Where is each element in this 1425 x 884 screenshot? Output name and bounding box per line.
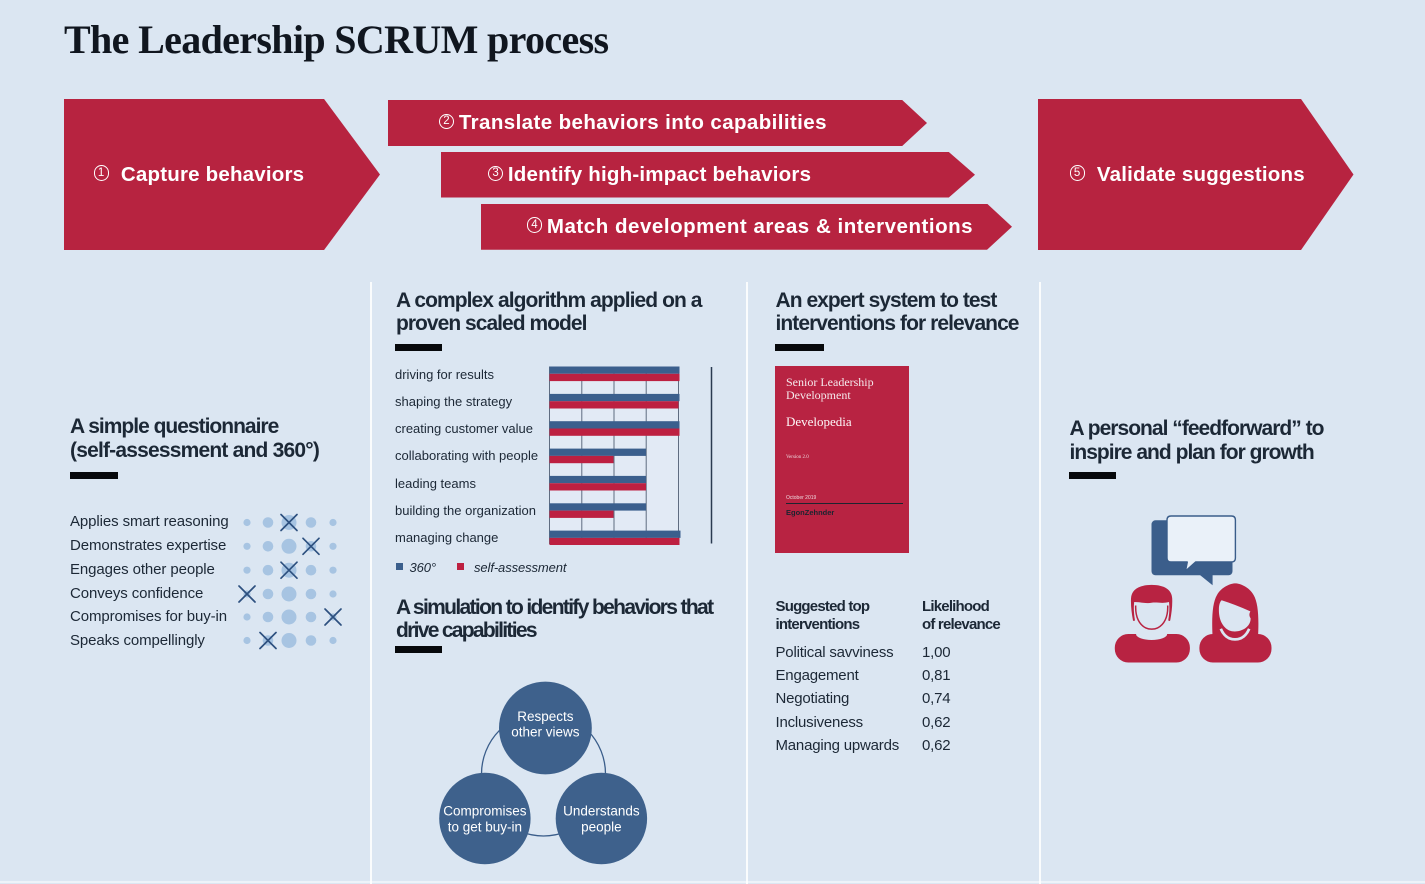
- svg-text:Compromises: Compromises: [443, 804, 527, 819]
- svg-text:other views: other views: [511, 725, 580, 740]
- svg-text:Respects: Respects: [517, 709, 574, 724]
- svg-text:to get buy-in: to get buy-in: [448, 819, 522, 834]
- svg-text:Understands: Understands: [563, 804, 640, 819]
- svg-text:people: people: [581, 819, 622, 834]
